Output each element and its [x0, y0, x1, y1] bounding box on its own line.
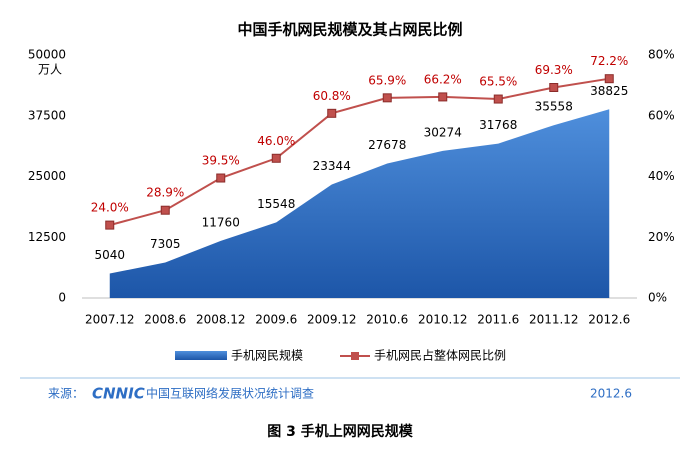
marker	[160, 205, 170, 215]
legend-swatch	[175, 351, 227, 360]
data-label: 11760	[202, 215, 240, 229]
marker	[604, 74, 614, 84]
data-label: 28.9%	[146, 186, 184, 200]
x-tick-label: 2009.6	[255, 313, 297, 327]
marker	[216, 173, 226, 183]
legend-label: 手机网民规模	[231, 348, 303, 363]
data-label: 60.8%	[313, 89, 351, 103]
data-label: 27678	[368, 138, 406, 152]
y-tick-label: 0	[58, 291, 66, 305]
y-tick-label: 50000	[28, 48, 66, 62]
data-label: 65.5%	[479, 75, 517, 89]
data-label: 69.3%	[535, 63, 573, 77]
legend-swatch	[351, 352, 359, 360]
data-label: 30274	[424, 125, 462, 139]
marker	[438, 92, 448, 102]
marker	[105, 220, 115, 230]
x-tick-label: 2012.6	[588, 313, 630, 327]
x-tick-label: 2009.12	[307, 313, 357, 327]
footer-logo: CNNIC	[92, 385, 145, 403]
y2-tick-label: 60%	[648, 108, 675, 122]
x-tick-label: 2008.12	[196, 313, 246, 327]
data-label: 72.2%	[590, 54, 628, 68]
y2-tick-label: 0%	[648, 291, 667, 305]
data-label: 23344	[313, 159, 351, 173]
area	[109, 109, 610, 298]
data-label: 7305	[150, 237, 181, 251]
footer-text: 中国互联网络发展状况统计调查	[146, 386, 314, 401]
x-tick-label: 2011.6	[477, 313, 519, 327]
data-label: 39.5%	[202, 154, 240, 168]
y2-tick-label: 40%	[648, 169, 675, 183]
chart-title: 中国手机网民规模及其占网民比例	[237, 21, 462, 39]
y-tick-label: 37500	[28, 108, 66, 122]
x-tick-label: 2010.6	[366, 313, 408, 327]
y-tick-label: 25000	[28, 169, 66, 183]
x-tick-label: 2008.6	[144, 313, 186, 327]
x-tick-label: 2011.12	[529, 313, 579, 327]
data-label: 66.2%	[424, 72, 462, 86]
marker	[549, 83, 559, 93]
marker	[493, 94, 503, 104]
data-label: 38825	[590, 84, 628, 98]
y2-tick-label: 80%	[648, 48, 675, 62]
x-tick-label: 2007.12	[85, 313, 135, 327]
caption: 图 3 手机上网网民规模	[267, 423, 413, 440]
marker	[271, 153, 281, 163]
footer-date: 2012.6	[590, 387, 632, 401]
x-tick-label: 2010.12	[418, 313, 468, 327]
data-label: 35558	[535, 100, 573, 114]
data-label: 65.9%	[368, 73, 406, 87]
footer-label: 来源：	[48, 387, 84, 401]
marker	[327, 108, 337, 118]
y-unit: 万人	[38, 63, 62, 77]
line	[109, 77, 610, 227]
y-tick-label: 12500	[28, 230, 66, 244]
marker	[382, 93, 392, 103]
legend-label: 手机网民占整体网民比例	[374, 348, 506, 363]
data-label: 24.0%	[91, 201, 129, 215]
data-label: 15548	[257, 197, 295, 211]
data-label: 46.0%	[257, 134, 295, 148]
data-label: 5040	[94, 248, 125, 262]
data-label: 31768	[479, 118, 517, 132]
y2-tick-label: 20%	[648, 230, 675, 244]
